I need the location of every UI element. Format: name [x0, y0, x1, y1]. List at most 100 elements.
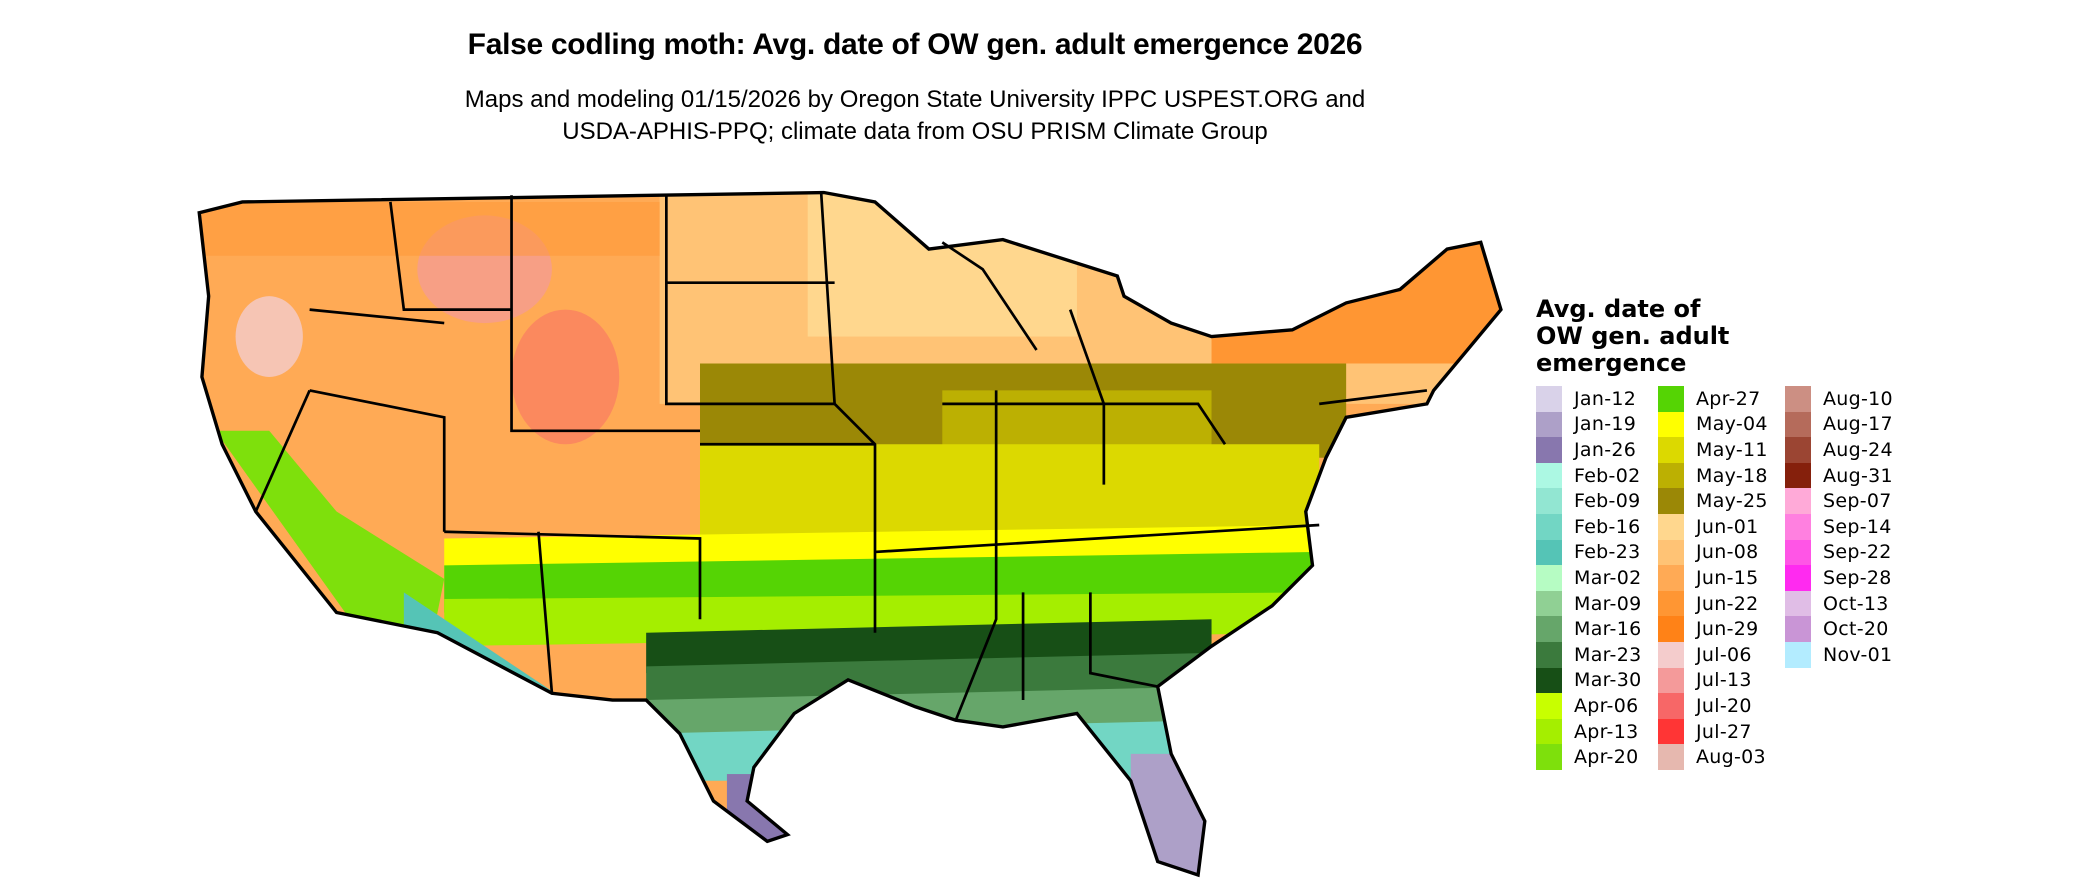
legend-swatch: [1658, 616, 1684, 642]
legend-swatch: [1785, 462, 1811, 489]
legend-item: Feb-16: [1536, 513, 1641, 540]
legend-swatch: [1536, 744, 1562, 770]
legend-item: Aug-10: [1785, 386, 1893, 412]
legend-label: Oct-13: [1823, 592, 1889, 615]
legend-label: Apr-13: [1574, 720, 1639, 743]
legend-swatch: [1785, 386, 1811, 412]
legend-swatch: [1536, 386, 1562, 412]
legend-item: Mar-02: [1536, 565, 1641, 591]
legend-title-line: Avg. date of: [1536, 295, 1701, 323]
legend-label: Jan-19: [1574, 413, 1637, 436]
legend-item: Sep-07: [1785, 488, 1893, 514]
legend-item: May-04: [1658, 411, 1768, 438]
legend-label: Jun-22: [1696, 592, 1759, 615]
legend-item: Nov-01: [1785, 641, 1893, 668]
legend-label: Apr-20: [1574, 746, 1639, 769]
legend-label: Aug-24: [1823, 438, 1893, 461]
legend-item: May-25: [1658, 488, 1768, 514]
legend-label: Mar-09: [1574, 592, 1642, 615]
legend-item: Mar-23: [1536, 641, 1642, 668]
legend-item: Jan-26: [1536, 437, 1641, 463]
legend-label: Jul-13: [1696, 669, 1752, 692]
legend-column: Jan-12 Jan-19 Jan-26 Feb-02 Feb-09 Feb-16 Feb-…: [1536, 386, 1641, 770]
legend-label: Jul-06: [1696, 643, 1752, 666]
legend-label: Jun-01: [1696, 515, 1759, 538]
legend-title-line: OW gen. adult: [1536, 322, 1730, 350]
legend-swatch: [1785, 641, 1811, 668]
legend-swatch: [1785, 488, 1811, 514]
legend-label: May-11: [1696, 438, 1768, 461]
legend-item: Jun-01: [1658, 513, 1768, 540]
legend-label: Feb-16: [1574, 515, 1641, 538]
legend-swatch: [1658, 411, 1684, 438]
legend-label: Oct-20: [1823, 618, 1889, 641]
legend-item: Aug-03: [1658, 744, 1768, 770]
legend-label: Aug-17: [1823, 413, 1893, 436]
legend-item: Feb-23: [1536, 539, 1641, 566]
legend-swatch: [1658, 693, 1684, 719]
legend-swatch: [1536, 590, 1562, 617]
legend-label: Sep-14: [1823, 515, 1892, 538]
legend-item: Apr-27: [1658, 386, 1768, 412]
legend-label: Jul-20: [1696, 694, 1752, 717]
legend-column: Aug-10 Aug-17 Aug-24 Aug-31 Sep-07 Sep-14 Sep-…: [1785, 386, 1893, 668]
legend-swatch: [1658, 667, 1684, 694]
legend-label: Mar-02: [1574, 566, 1642, 589]
legend-label: Aug-03: [1696, 746, 1766, 769]
subtitle-line-1: Maps and modeling 01/15/2026 by Oregon S…: [464, 86, 1366, 113]
state-borders: [254, 192, 1428, 721]
legend-label: Feb-23: [1574, 541, 1641, 564]
legend-label: May-04: [1696, 413, 1768, 436]
legend-swatch: [1536, 616, 1562, 642]
legend-item: Aug-24: [1785, 437, 1893, 463]
legend-swatch: [1536, 539, 1562, 566]
subtitle-line-2: USDA-APHIS-PPQ; climate data from OSU PR…: [562, 118, 1268, 145]
legend-swatch: [1785, 539, 1811, 566]
legend-item: Sep-22: [1785, 539, 1893, 566]
legend-item: Jul-20: [1658, 693, 1768, 719]
legend-swatch: [1658, 641, 1684, 668]
legend-item: Jul-13: [1658, 667, 1768, 694]
legend-label: Apr-06: [1574, 694, 1639, 717]
map-subtitle: Maps and modeling 01/15/2026 by Oregon S…: [0, 84, 1830, 148]
legend-item: May-18: [1658, 462, 1768, 489]
legend-swatch: [1658, 513, 1684, 540]
legend-swatch: [1536, 565, 1562, 591]
legend-label: Jun-29: [1696, 618, 1759, 641]
legend-column: Apr-27 May-04 May-11 May-18 May-25 Jun-01 Jun-…: [1658, 386, 1768, 770]
legend-title-line: emergence: [1536, 349, 1687, 377]
legend-item: Mar-30: [1536, 667, 1641, 694]
legend-item: Jul-27: [1658, 718, 1768, 745]
legend-item: Jul-06: [1658, 641, 1768, 668]
legend-swatch: [1785, 411, 1811, 438]
legend-item: Jan-12: [1536, 386, 1641, 412]
legend-item: Feb-09: [1536, 488, 1641, 514]
legend-label: Feb-09: [1574, 490, 1641, 513]
legend-item: Jun-22: [1658, 590, 1768, 617]
legend-item: Mar-09: [1536, 590, 1642, 617]
legend-swatch: [1536, 411, 1562, 438]
legend-label: Nov-01: [1823, 643, 1893, 666]
legend-title: Avg. date of OW gen. adult emergence: [1536, 296, 1729, 377]
map-fill: [199, 192, 1501, 876]
legend-label: Sep-07: [1823, 490, 1892, 513]
legend-swatch: [1785, 437, 1811, 463]
legend-label: Mar-16: [1574, 618, 1642, 641]
legend-swatch: [1536, 513, 1562, 540]
legend-swatch: [1658, 488, 1684, 514]
legend-label: Sep-22: [1823, 541, 1892, 564]
legend-item: Apr-20: [1536, 744, 1641, 770]
legend-label: Jun-08: [1696, 541, 1759, 564]
legend-item: Jun-15: [1658, 565, 1768, 591]
legend-label: Mar-23: [1574, 643, 1642, 666]
legend-swatch: [1536, 437, 1562, 463]
legend-item: Jan-19: [1536, 411, 1641, 438]
legend-item: Aug-17: [1785, 411, 1893, 438]
legend-item: Jun-08: [1658, 539, 1768, 566]
legend-swatch: [1658, 386, 1684, 412]
legend-label: Jun-15: [1696, 566, 1759, 589]
legend-swatch: [1785, 565, 1811, 591]
legend-swatch: [1785, 590, 1811, 617]
legend-label: Jan-12: [1574, 387, 1637, 410]
legend-swatch: [1658, 718, 1684, 745]
